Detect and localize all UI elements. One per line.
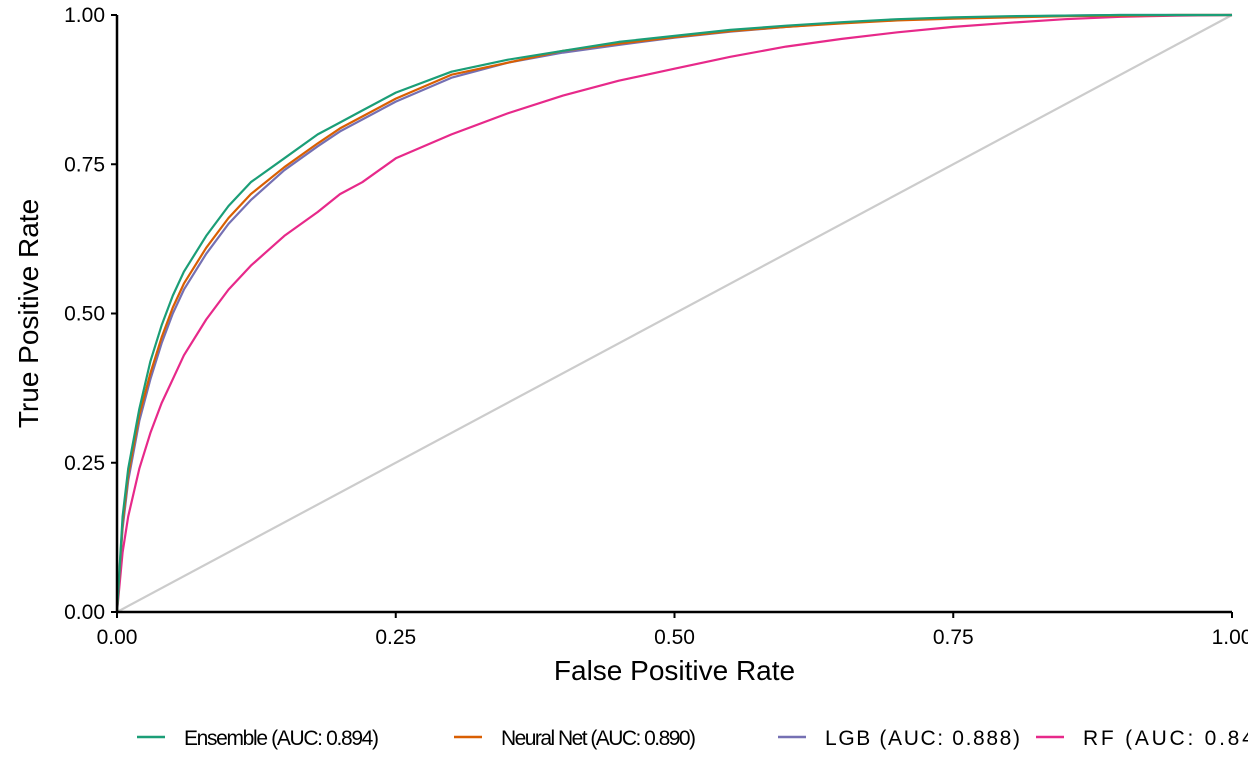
x-tick-label: 1.00 bbox=[1212, 626, 1248, 649]
y-tick-label: 0.50 bbox=[64, 303, 105, 326]
legend: Ensemble (AUC: 0.894) Neural Net (AUC: 0.… bbox=[137, 727, 1248, 750]
y-tick-label: 0.00 bbox=[64, 601, 105, 624]
x-tick-label: 0.75 bbox=[933, 626, 974, 649]
y-tick-label: 1.00 bbox=[64, 4, 105, 27]
legend-label-0: Ensemble (AUC: 0.894) bbox=[184, 727, 379, 750]
reference-diagonal-line bbox=[116, 14, 1233, 613]
y-tick-label: 0.75 bbox=[64, 153, 105, 176]
x-tick-label: 0.00 bbox=[97, 626, 138, 649]
series-line-0 bbox=[115, 13, 1232, 613]
y-tick-label: 0.25 bbox=[64, 452, 105, 475]
series-line-3 bbox=[115, 13, 1233, 613]
legend-label-3: RF (AUC: 0.841) bbox=[1083, 727, 1248, 750]
series-line-1 bbox=[115, 13, 1232, 613]
x-axis-title: False Positive Rate bbox=[554, 655, 795, 686]
x-tick-label: 0.25 bbox=[375, 626, 416, 649]
y-axis-title: True Positive Rate bbox=[13, 199, 44, 428]
tick-layer: 0.00 0.25 0.50 0.75 1.00 0.00 0.25 0.50 0.75 1.00 bbox=[64, 4, 1248, 649]
legend-label-2: LGB (AUC: 0.888) bbox=[825, 727, 1020, 750]
x-tick-label: 0.50 bbox=[654, 626, 695, 649]
legend-label-1: Neural Net (AUC: 0.890) bbox=[501, 727, 696, 750]
series-layer bbox=[115, 13, 1233, 613]
